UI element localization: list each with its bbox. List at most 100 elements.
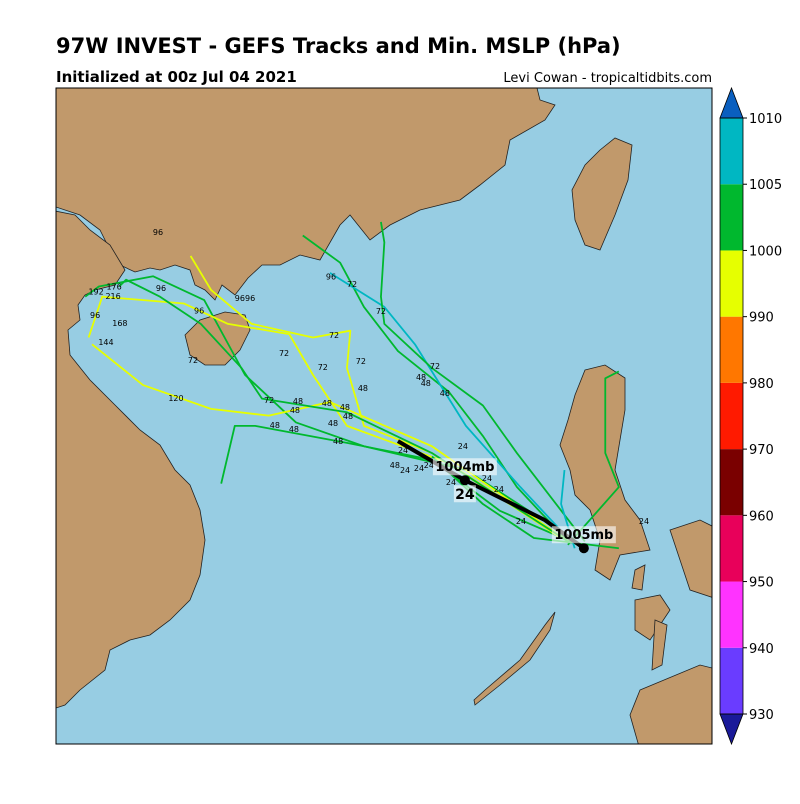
map-frame [55, 87, 713, 745]
colorbar-segment [720, 515, 743, 582]
hour-label: 24 [494, 485, 504, 494]
ensemble-track [220, 424, 579, 546]
hour-label: 72 [376, 307, 386, 316]
hour-label: 24 [482, 474, 492, 483]
hour-label: 48 [333, 437, 343, 446]
label-box [551, 526, 616, 544]
label-box [432, 458, 497, 476]
hour-label: 48 [289, 425, 299, 434]
mindanao [629, 664, 712, 744]
land [56, 88, 712, 744]
ensemble-track [567, 370, 620, 546]
hour-label: 48 [358, 384, 368, 393]
ensemble-track [118, 278, 569, 543]
colorbar-segment [720, 118, 743, 185]
hour-label: 72 [188, 356, 198, 365]
hour-label: 96 [245, 294, 255, 303]
hour-label: 24 [414, 464, 424, 473]
colorbar-tick-label: 1010 [749, 112, 782, 127]
hour-label: 96 [153, 228, 163, 237]
palawan [473, 611, 556, 706]
luzon [559, 364, 651, 581]
hour-label: 48 [390, 461, 400, 470]
hour-label: 48 [343, 412, 353, 421]
colorbar-tick-label: 990 [749, 311, 774, 326]
china [56, 88, 556, 301]
subtitle: Initialized at 00z Jul 04 2021 [56, 68, 297, 86]
ensemble-track [380, 221, 586, 542]
label-box [453, 485, 476, 503]
hour-label: 192 [88, 287, 103, 296]
island [669, 519, 712, 598]
hour-label: 72 [318, 363, 328, 372]
hour-label: 72 [264, 396, 274, 405]
colorbar-frame [719, 117, 744, 715]
hour-label: 96 [156, 284, 166, 293]
colorbar-tick-label: 980 [749, 377, 774, 392]
ensemble-track [91, 343, 569, 543]
colorbar-segment [720, 382, 743, 450]
taiwan [571, 137, 633, 251]
hour-label: 72 [430, 362, 440, 371]
colorbar-tick-label: 960 [749, 509, 774, 524]
pressure-label: 1004mb [435, 460, 494, 475]
hour-label: 24 [639, 517, 649, 526]
hour-label: 24 [400, 466, 410, 475]
island [651, 619, 668, 671]
hour-label: 48 [290, 406, 300, 415]
hour-label: 72 [329, 331, 339, 340]
colorbar-under [719, 713, 744, 746]
hour-label: 48 [322, 399, 332, 408]
hour-label: 120 [168, 394, 183, 403]
colorbar-tick-label: 930 [749, 708, 774, 723]
credit: Levi Cowan - tropicaltidbits.com [503, 71, 712, 86]
colorbar-segment [720, 647, 743, 714]
hour-label: 96 [326, 272, 336, 281]
hour-label: 48 [416, 373, 426, 382]
ensemble-track [302, 234, 569, 543]
ensemble-track [329, 272, 569, 539]
hour-label: 24 [446, 478, 456, 487]
ensemble-track [189, 255, 562, 539]
colorbar-segment [720, 184, 743, 251]
hour-label: 24 [424, 461, 434, 470]
colorbar-over [719, 86, 744, 119]
hour-label: 24 [458, 442, 468, 451]
colorbar-segment [720, 250, 743, 317]
colorbar-tick-label: 1005 [749, 178, 782, 193]
hour-label: 48 [293, 397, 303, 406]
hour-label: 176 [106, 282, 121, 291]
colorbar-segment [720, 316, 743, 383]
island [631, 564, 646, 591]
hour-label: 96 [194, 306, 204, 315]
hour-label: 24 [516, 517, 526, 526]
hour-label: 96 [90, 311, 100, 320]
hour-label: 72 [279, 349, 289, 358]
hour-label: 96 [235, 294, 245, 303]
hour-label: 48 [270, 421, 280, 430]
colorbar-tick-label: 940 [749, 642, 774, 657]
hour-label: 48 [340, 403, 350, 412]
colorbar: 930 940 950 960 970 980 990 1000 1005 1010 [719, 86, 782, 746]
pressure-label: 1005mb [554, 528, 613, 543]
hour-label: 48 [440, 389, 450, 398]
hour-label: 216 [105, 292, 120, 301]
hour-label: 48 [421, 379, 431, 388]
hour-label: 24 [398, 446, 408, 455]
colorbar-segment [720, 581, 743, 648]
colorbar-tick-label: 950 [749, 576, 774, 591]
colorbar-tick-label: 970 [749, 443, 774, 458]
hour-label-large: 24 [455, 487, 475, 503]
mean-marker [578, 543, 589, 554]
hour-label: 168 [112, 319, 127, 328]
indochina [56, 210, 206, 709]
title: 97W INVEST - GEFS Tracks and Min. MSLP (… [56, 34, 621, 58]
hour-label: 72 [356, 357, 366, 366]
colorbar-tick-label: 1000 [749, 244, 782, 259]
colorbar-segment [720, 449, 743, 516]
hour-label: 72 [347, 280, 357, 289]
mean-marker [459, 475, 470, 486]
